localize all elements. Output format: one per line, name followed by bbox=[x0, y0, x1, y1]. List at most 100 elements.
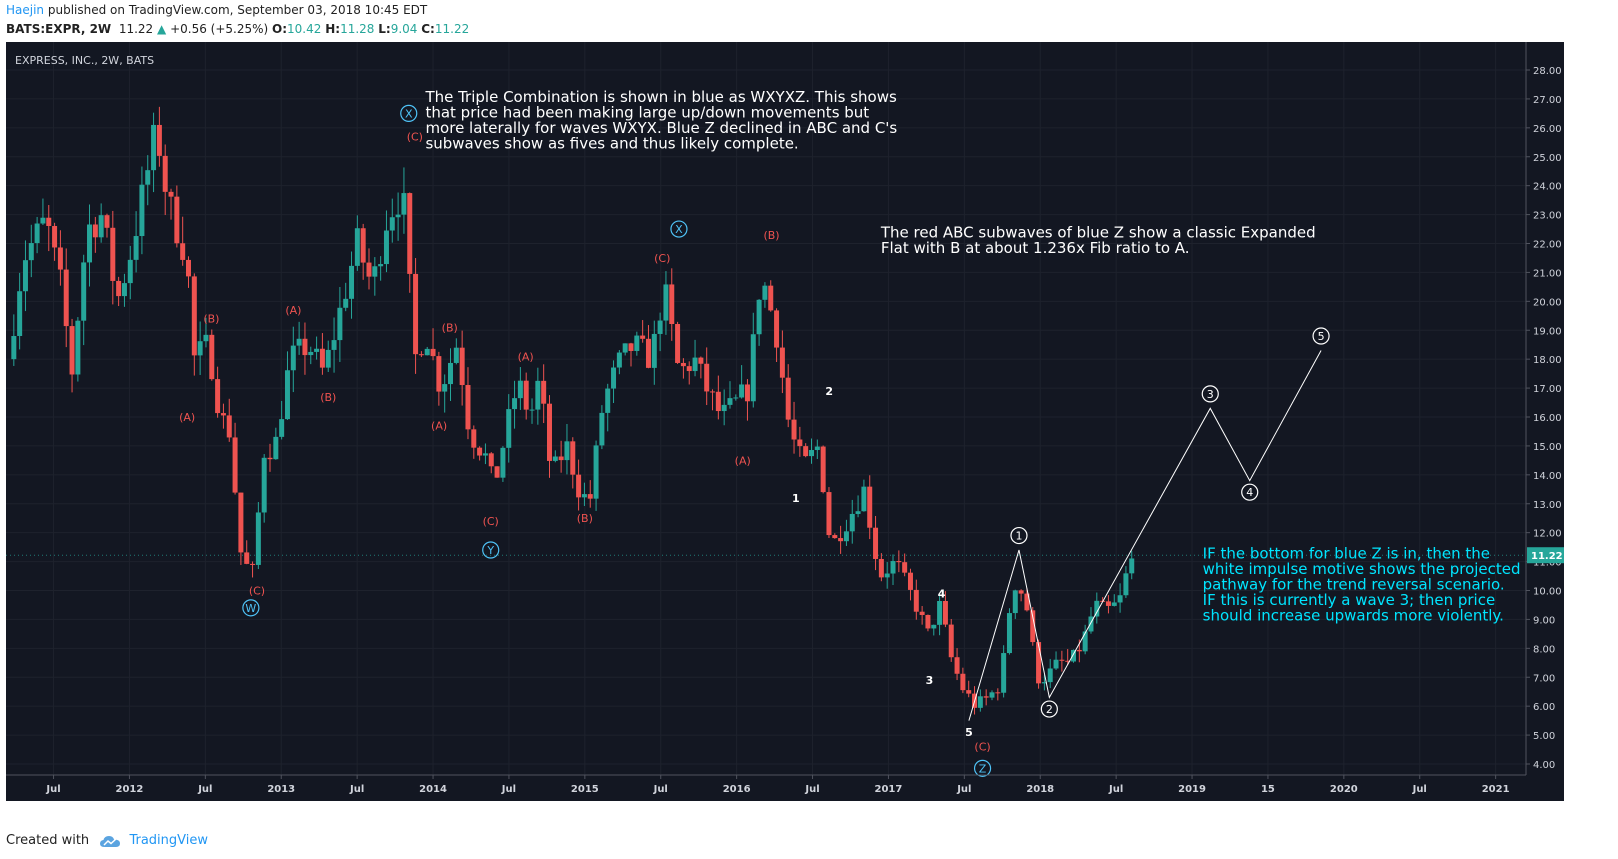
candle-body bbox=[46, 217, 52, 227]
candle-body bbox=[867, 486, 873, 528]
x-tick-label: 2016 bbox=[723, 784, 751, 795]
wave-label-red: (C) bbox=[974, 741, 990, 754]
candle-body bbox=[645, 338, 651, 368]
candle-body bbox=[413, 273, 419, 355]
x-tick-label: Jul bbox=[956, 784, 971, 795]
low-label: L: bbox=[378, 22, 391, 36]
candle-body bbox=[663, 284, 669, 321]
wave-circle-blue bbox=[400, 104, 418, 122]
y-tick-label: 12.00 bbox=[1533, 529, 1562, 540]
candle-body bbox=[628, 343, 634, 351]
last-price: 11.22 bbox=[118, 22, 154, 36]
wave-label-red: (B) bbox=[320, 391, 336, 404]
candle-body bbox=[832, 535, 838, 539]
candle-body bbox=[820, 446, 826, 493]
candle-body bbox=[360, 228, 366, 263]
tradingview-link[interactable]: TradingView bbox=[129, 833, 208, 848]
annotation-line: white impulse motive shows the projected bbox=[1203, 560, 1521, 578]
published-text: published on TradingView.com, September … bbox=[47, 3, 428, 17]
candle-body bbox=[558, 456, 564, 461]
wave-label-red: (A) bbox=[518, 350, 534, 363]
candle-body bbox=[28, 243, 34, 261]
wave-label-white: 5 bbox=[965, 726, 973, 739]
y-tick-label: 16.00 bbox=[1533, 413, 1562, 424]
candle-body bbox=[500, 447, 506, 478]
candle-body bbox=[11, 336, 17, 360]
candle-body bbox=[721, 404, 727, 412]
annotation-line: more laterally for waves WXYX. Blue Z de… bbox=[425, 119, 897, 137]
wave-label-red: (C) bbox=[483, 515, 499, 528]
candle-body bbox=[372, 266, 378, 277]
candle-body bbox=[855, 511, 861, 514]
candle-body bbox=[174, 196, 180, 244]
candle-body bbox=[797, 439, 803, 447]
candle-body bbox=[325, 349, 331, 368]
wave-label-white: 3 bbox=[926, 674, 934, 687]
candle-body bbox=[593, 445, 599, 499]
wave-label-blue: Z bbox=[979, 762, 987, 775]
candle-body bbox=[948, 624, 954, 658]
candle-body bbox=[541, 380, 547, 404]
candle-body bbox=[704, 363, 710, 392]
wave-circle-white bbox=[1201, 385, 1219, 403]
candle-body bbox=[273, 436, 279, 460]
candle-body bbox=[669, 284, 675, 325]
candle-body bbox=[180, 243, 186, 260]
candle-body bbox=[838, 538, 844, 542]
candle-body bbox=[675, 324, 681, 363]
wave-circle-white bbox=[1010, 526, 1028, 545]
price-axis[interactable]: 4.005.006.007.008.009.0010.0011.0012.001… bbox=[1526, 66, 1564, 771]
candle-body bbox=[587, 494, 593, 499]
wave-label-red: (A) bbox=[735, 454, 751, 467]
candle-body bbox=[710, 391, 716, 393]
candle-body bbox=[750, 334, 756, 402]
candle-body bbox=[267, 457, 273, 460]
x-tick-label: 2015 bbox=[571, 784, 599, 795]
candle-body bbox=[401, 193, 407, 215]
candle-body bbox=[302, 338, 308, 356]
candle-body bbox=[506, 409, 512, 448]
candle-body bbox=[69, 326, 75, 375]
candle-body bbox=[477, 447, 483, 456]
x-tick-label: 2014 bbox=[419, 784, 447, 795]
candle-body bbox=[284, 370, 290, 420]
candle-body bbox=[715, 391, 721, 412]
candle-body bbox=[640, 335, 646, 339]
candle-body bbox=[442, 384, 448, 392]
annotation-line: The Triple Combination is shown in blue … bbox=[424, 88, 897, 106]
price-chart[interactable]: W X Y X Z (C) (A) (B) (C) (A) (B) (B) (A) (C) (A) (B) (C… bbox=[6, 42, 1564, 801]
time-axis[interactable]: Jul 2012 Jul 2013 Jul 2014 Jul 2015 Jul 2016 Jul 20… bbox=[45, 775, 1510, 795]
wave-circle-white bbox=[1312, 327, 1330, 345]
candle-body bbox=[1094, 600, 1100, 617]
y-tick-label: 19.00 bbox=[1533, 326, 1562, 337]
candle-body bbox=[290, 345, 296, 371]
candle-body bbox=[564, 441, 570, 461]
y-tick-label: 25.00 bbox=[1533, 153, 1562, 164]
candle-body bbox=[890, 561, 896, 574]
candle-body bbox=[465, 385, 471, 430]
author-link[interactable]: Haejin bbox=[6, 3, 45, 17]
candle-body bbox=[162, 155, 168, 192]
candle-body bbox=[826, 492, 832, 536]
wave-label-white: 5 bbox=[1318, 330, 1325, 343]
candle-body bbox=[1030, 610, 1036, 643]
candle-body bbox=[1123, 573, 1129, 596]
candle-body bbox=[261, 457, 267, 513]
candle-body bbox=[430, 348, 436, 357]
candle-body bbox=[1012, 590, 1018, 614]
wave-circle-white bbox=[1241, 483, 1259, 501]
x-tick-label: Jul bbox=[349, 784, 364, 795]
x-tick-label: Jul bbox=[197, 784, 212, 795]
candle-body bbox=[250, 563, 256, 565]
candle-body bbox=[52, 226, 58, 248]
candle-body bbox=[995, 692, 1001, 694]
candle-body bbox=[482, 453, 488, 456]
y-tick-label: 13.00 bbox=[1533, 500, 1562, 511]
x-tick-label: 2020 bbox=[1330, 784, 1358, 795]
x-tick-label: Jul bbox=[501, 784, 516, 795]
y-tick-label: 27.00 bbox=[1533, 95, 1562, 106]
x-tick-label: 2012 bbox=[116, 784, 144, 795]
candle-body bbox=[366, 262, 372, 277]
candle-body bbox=[75, 320, 81, 375]
candle-body bbox=[17, 291, 23, 337]
